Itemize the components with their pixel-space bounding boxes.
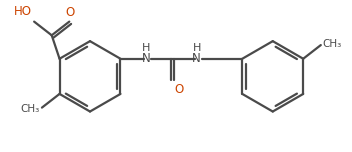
Text: H: H [142,43,150,53]
Text: H: H [193,43,201,53]
Text: CH₃: CH₃ [323,39,342,49]
Text: O: O [66,6,75,19]
Text: CH₃: CH₃ [21,104,40,114]
Text: N: N [192,52,201,65]
Text: N: N [142,52,150,65]
Text: O: O [174,83,183,96]
Text: HO: HO [14,5,32,18]
